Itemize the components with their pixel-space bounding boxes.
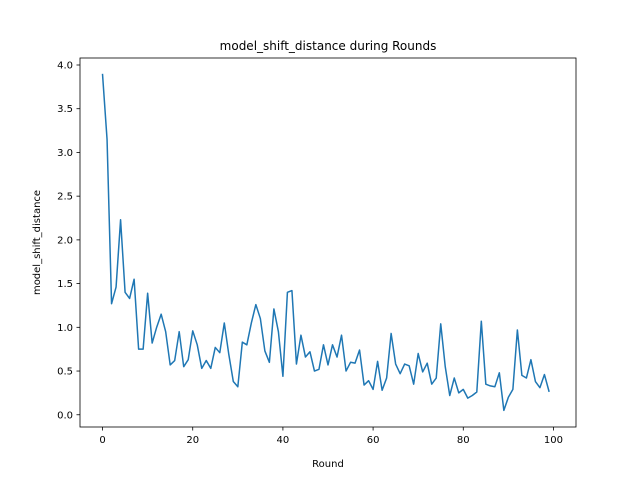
x-axis-label: Round	[312, 459, 344, 470]
plot-frame	[79, 57, 577, 428]
series-line	[101, 73, 550, 412]
y-axis: 0.0 0.5 1.0 1.5 2.0 2.5 3.0 3.5 4.0	[57, 60, 80, 421]
y-tick-label: 0.0	[57, 410, 73, 421]
x-tick-label: 60	[367, 435, 380, 446]
y-tick-label: 3.5	[57, 104, 73, 115]
y-tick-label: 4.0	[57, 60, 73, 71]
y-tick-label: 3.0	[57, 148, 73, 159]
y-tick-label: 1.0	[57, 323, 73, 334]
x-tick-label: 20	[186, 435, 199, 446]
y-axis-label: model_shift_distance	[32, 190, 43, 295]
y-tick-label: 2.5	[57, 192, 73, 203]
chart-title: model_shift_distance during Rounds	[220, 39, 437, 53]
x-tick-label: 80	[457, 435, 470, 446]
y-tick-label: 0.5	[57, 367, 73, 378]
x-tick-label: 100	[544, 435, 563, 446]
x-tick-label: 0	[99, 435, 105, 446]
x-tick-label: 40	[277, 435, 290, 446]
x-axis: 0 20 40 60 80 100	[99, 427, 563, 446]
y-tick-label: 1.5	[57, 279, 73, 290]
plot-area	[101, 73, 550, 412]
y-tick-label: 2.0	[57, 235, 73, 246]
